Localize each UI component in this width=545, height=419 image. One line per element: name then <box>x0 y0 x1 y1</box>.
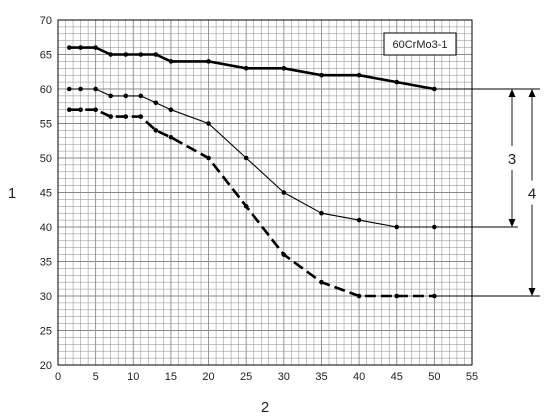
y-tick-label: 55 <box>40 119 52 131</box>
y-axis-label: 1 <box>8 185 16 202</box>
x-tick-label: 45 <box>391 371 403 383</box>
dimension-label-3: 3 <box>508 151 516 168</box>
series-2-point <box>138 93 144 99</box>
x-tick-label: 50 <box>428 371 440 383</box>
x-axis-label: 2 <box>261 399 269 416</box>
series-1-point <box>153 52 159 57</box>
y-tick-label: 60 <box>40 84 52 96</box>
y-tick-label: 35 <box>40 257 52 269</box>
x-tick-label: 0 <box>55 371 61 383</box>
series-1-point <box>66 45 72 50</box>
y-tick-label: 40 <box>40 222 52 234</box>
series-line-3 <box>69 108 435 298</box>
series-2-point <box>153 100 159 106</box>
legend: 60CrMo3-1 <box>383 32 457 56</box>
y-tick-label: 70 <box>40 15 52 27</box>
series-2-point <box>319 210 324 216</box>
series-3-point <box>243 204 249 209</box>
x-tick-label: 15 <box>165 371 177 383</box>
dimension-arrow-down <box>508 219 516 227</box>
y-tick-label: 45 <box>40 188 52 200</box>
series-3-point <box>66 107 72 112</box>
legend-box <box>383 32 457 56</box>
series-1-point <box>356 72 362 78</box>
x-tick-label: 5 <box>93 371 99 383</box>
series-3-point <box>319 279 324 285</box>
y-tick-label: 25 <box>40 326 52 338</box>
series-3-point <box>394 293 400 299</box>
grid <box>57 19 473 366</box>
series-2-point <box>281 190 287 195</box>
dimension-arrow-up <box>528 89 536 97</box>
series-2-point <box>356 217 362 223</box>
dimension-label-4: 4 <box>528 186 536 203</box>
y-tick-label: 30 <box>40 291 52 303</box>
series-2-point <box>108 93 113 99</box>
series-2-point <box>123 93 129 99</box>
x-tick-label: 40 <box>353 371 365 383</box>
series-2-point <box>243 155 249 161</box>
series-2-point <box>93 86 98 92</box>
series-1-point <box>206 59 211 64</box>
series-2-point <box>78 86 83 92</box>
tick-labels: 0 5 10 15 20 25 30 35 40 45 50 55 20 25 30 35 40 45 50 55 60… <box>40 15 478 383</box>
series-1-point <box>138 52 144 57</box>
series-lines <box>66 45 437 299</box>
series-1-point <box>108 52 113 57</box>
x-tick-label: 25 <box>240 371 252 383</box>
series-3-point <box>356 293 362 299</box>
series-1-point <box>123 52 129 57</box>
series-1-point <box>93 45 98 50</box>
series-3-point <box>78 107 83 112</box>
series-2-point <box>168 107 174 112</box>
y-tick-label: 50 <box>40 153 52 165</box>
dimension-arrow-down <box>528 288 536 296</box>
series-1-point <box>319 72 324 78</box>
series-3-point <box>123 114 129 119</box>
series-2-point <box>206 121 211 126</box>
x-tick-label: 35 <box>315 371 327 383</box>
dimension-arrow-up <box>508 89 516 97</box>
series-3-point <box>93 107 98 112</box>
series-3-point <box>281 252 287 257</box>
series-1-point <box>78 45 83 50</box>
x-tick-label: 30 <box>278 371 290 383</box>
series-1-point <box>394 79 400 85</box>
dimension-annotations: 34 <box>434 88 540 297</box>
series-1-point <box>243 66 249 71</box>
series-2-point <box>66 86 72 92</box>
x-tick-label: 20 <box>202 371 214 383</box>
series-3-point <box>206 155 211 161</box>
series-1-point <box>168 59 174 64</box>
series-3-point <box>138 114 144 119</box>
series-3-point <box>108 114 113 119</box>
series-2-point <box>394 224 400 230</box>
series-1-point <box>281 66 287 71</box>
legend-text: 60CrMo3-1 <box>392 39 447 51</box>
x-tick-label: 10 <box>127 371 139 383</box>
y-tick-label: 65 <box>40 50 52 62</box>
series-3-point <box>168 135 174 140</box>
y-tick-label: 20 <box>40 360 52 372</box>
plot-frame <box>57 19 473 366</box>
series-3-point <box>153 128 159 133</box>
x-tick-label: 55 <box>466 371 478 383</box>
